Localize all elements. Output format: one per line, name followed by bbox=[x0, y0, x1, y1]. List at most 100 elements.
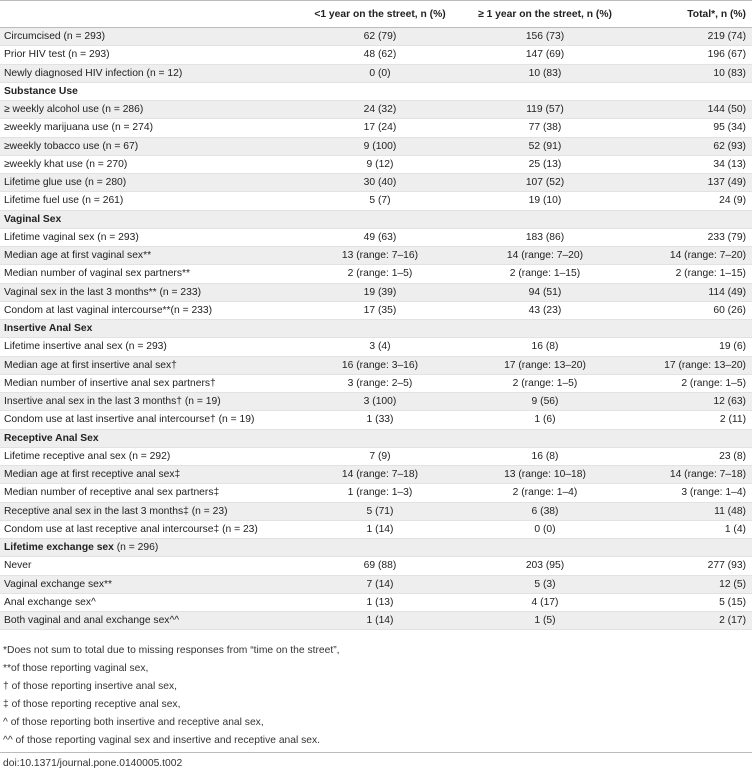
table-row: Newly diagnosed HIV infection (n = 12) 0 … bbox=[0, 64, 752, 83]
row-label: Insertive Anal Sex bbox=[0, 319, 302, 339]
table-row: Condom use at last receptive anal interc… bbox=[0, 520, 752, 540]
cell-under-1-year: 17 (35) bbox=[302, 301, 458, 321]
row-label: ≥weekly khat use (n = 270) bbox=[0, 155, 302, 175]
cell-under-1-year: 9 (100) bbox=[302, 137, 458, 156]
cell-over-1-year: 156 (73) bbox=[458, 27, 632, 47]
cell-under-1-year: 1 (33) bbox=[302, 410, 458, 430]
section-row: Insertive Anal Sex bbox=[0, 319, 752, 339]
row-label: Median number of receptive anal sex part… bbox=[0, 483, 302, 503]
cell-total: 10 (83) bbox=[632, 64, 752, 83]
row-label: ≥ weekly alcohol use (n = 286) bbox=[0, 100, 302, 120]
cell-total bbox=[632, 319, 752, 339]
cell-over-1-year bbox=[458, 82, 632, 102]
cell-total: 277 (93) bbox=[632, 556, 752, 576]
cell-under-1-year: 9 (12) bbox=[302, 155, 458, 175]
footnote: ‡ of those reporting receptive anal sex, bbox=[3, 699, 181, 711]
row-label: Newly diagnosed HIV infection (n = 12) bbox=[0, 64, 302, 83]
cell-over-1-year: 119 (57) bbox=[458, 100, 632, 120]
table-row: Median age at first receptive anal sex‡ 1… bbox=[0, 465, 752, 485]
row-label: Vaginal exchange sex** bbox=[0, 575, 302, 594]
cell-under-1-year bbox=[302, 210, 458, 229]
section-suffix: (n = 296) bbox=[113, 542, 159, 554]
header-cell-over-1-year: ≥ 1 year on the street, n (%) bbox=[458, 0, 632, 28]
table-row: Lifetime fuel use (n = 261) 5 (7) 19 (10) 2… bbox=[0, 191, 752, 211]
cell-total: 5 (15) bbox=[632, 593, 752, 613]
cell-over-1-year: 2 (range: 1–15) bbox=[458, 264, 632, 284]
header-cell-under-1-year: <1 year on the street, n (%) bbox=[302, 0, 458, 28]
cell-under-1-year: 24 (32) bbox=[302, 100, 458, 120]
cell-total bbox=[632, 429, 752, 448]
table-row: Condom use at last insertive anal interc… bbox=[0, 410, 752, 430]
table-row: Prior HIV test (n = 293) 48 (62) 147 (69) 1… bbox=[0, 45, 752, 65]
cell-under-1-year: 14 (range: 7–18) bbox=[302, 465, 458, 485]
cell-total: 11 (48) bbox=[632, 502, 752, 521]
table-row: ≥weekly marijuana use (n = 274) 17 (24) 77… bbox=[0, 118, 752, 138]
table-row: ≥weekly khat use (n = 270) 9 (12) 25 (13) 3… bbox=[0, 155, 752, 175]
row-label: Never bbox=[0, 556, 302, 576]
cell-total: 3 (range: 1–4) bbox=[632, 483, 752, 503]
table-row: Circumcised (n = 293) 62 (79) 156 (73) 219 … bbox=[0, 27, 752, 47]
cell-over-1-year: 13 (range: 10–18) bbox=[458, 465, 632, 485]
cell-total: 62 (93) bbox=[632, 137, 752, 156]
cell-over-1-year: 52 (91) bbox=[458, 137, 632, 156]
cell-over-1-year: 2 (range: 1–4) bbox=[458, 483, 632, 503]
cell-over-1-year: 17 (range: 13–20) bbox=[458, 356, 632, 375]
table-row: ≥weekly tobacco use (n = 67) 9 (100) 52 (9… bbox=[0, 137, 752, 156]
cell-under-1-year: 16 (range: 3–16) bbox=[302, 356, 458, 375]
table-row: Median number of receptive anal sex part… bbox=[0, 483, 752, 503]
table-row: Vaginal sex in the last 3 months** (n = … bbox=[0, 283, 752, 302]
cell-under-1-year: 17 (24) bbox=[302, 118, 458, 138]
cell-under-1-year: 69 (88) bbox=[302, 556, 458, 576]
data-table: <1 year on the street, n (%) ≥ 1 year on… bbox=[0, 0, 752, 631]
cell-over-1-year bbox=[458, 319, 632, 339]
cell-total: 24 (9) bbox=[632, 191, 752, 211]
section-row: Receptive Anal Sex bbox=[0, 429, 752, 448]
cell-total: 233 (79) bbox=[632, 228, 752, 248]
cell-under-1-year: 2 (range: 1–5) bbox=[302, 264, 458, 284]
row-label: Condom use at last receptive anal interc… bbox=[0, 520, 302, 540]
header-cell-total: Total*, n (%) bbox=[632, 0, 752, 28]
cell-under-1-year: 5 (7) bbox=[302, 191, 458, 211]
row-label: Median number of vaginal sex partners** bbox=[0, 264, 302, 284]
row-label: Substance Use bbox=[0, 82, 302, 102]
cell-under-1-year: 49 (63) bbox=[302, 228, 458, 248]
cell-over-1-year: 94 (51) bbox=[458, 283, 632, 302]
row-label: Vaginal Sex bbox=[0, 210, 302, 229]
cell-over-1-year: 203 (95) bbox=[458, 556, 632, 576]
cell-total: 2 (range: 1–5) bbox=[632, 374, 752, 394]
doi-line: doi:10.1371/journal.pone.0140005.t002 bbox=[0, 752, 752, 769]
cell-under-1-year: 7 (9) bbox=[302, 447, 458, 467]
row-label: Median age at first receptive anal sex‡ bbox=[0, 465, 302, 485]
cell-total: 2 (11) bbox=[632, 410, 752, 430]
cell-over-1-year: 6 (38) bbox=[458, 502, 632, 521]
footnotes: *Does not sum to total due to missing re… bbox=[0, 630, 752, 747]
cell-under-1-year: 1 (range: 1–3) bbox=[302, 483, 458, 503]
cell-over-1-year bbox=[458, 538, 632, 558]
row-label: Lifetime receptive anal sex (n = 292) bbox=[0, 447, 302, 467]
cell-total: 95 (34) bbox=[632, 118, 752, 138]
row-label: Lifetime vaginal sex (n = 293) bbox=[0, 228, 302, 248]
cell-over-1-year: 5 (3) bbox=[458, 575, 632, 594]
cell-under-1-year: 13 (range: 7–16) bbox=[302, 246, 458, 266]
cell-over-1-year: 0 (0) bbox=[458, 520, 632, 540]
cell-over-1-year: 43 (23) bbox=[458, 301, 632, 321]
table-row: Vaginal exchange sex** 7 (14) 5 (3) 12 (5) bbox=[0, 575, 752, 594]
row-label: ≥weekly tobacco use (n = 67) bbox=[0, 137, 302, 156]
cell-under-1-year: 48 (62) bbox=[302, 45, 458, 65]
table-row: Never 69 (88) 203 (95) 277 (93) bbox=[0, 556, 752, 576]
cell-under-1-year: 3 (4) bbox=[302, 337, 458, 357]
cell-under-1-year: 0 (0) bbox=[302, 64, 458, 83]
cell-over-1-year: 9 (56) bbox=[458, 392, 632, 412]
cell-over-1-year: 16 (8) bbox=[458, 337, 632, 357]
row-label: Lifetime exchange sex (n = 296) bbox=[0, 538, 302, 558]
cell-over-1-year: 77 (38) bbox=[458, 118, 632, 138]
row-label: Circumcised (n = 293) bbox=[0, 27, 302, 47]
section-label: Lifetime exchange sex bbox=[4, 542, 114, 554]
table-row: Median number of insertive anal sex part… bbox=[0, 374, 752, 394]
cell-under-1-year bbox=[302, 538, 458, 558]
cell-total: 14 (range: 7–20) bbox=[632, 246, 752, 266]
table-row: Both vaginal and anal exchange sex^^ 1 (1… bbox=[0, 611, 752, 631]
header-cell-label bbox=[0, 0, 302, 28]
row-label: Lifetime insertive anal sex (n = 293) bbox=[0, 337, 302, 357]
